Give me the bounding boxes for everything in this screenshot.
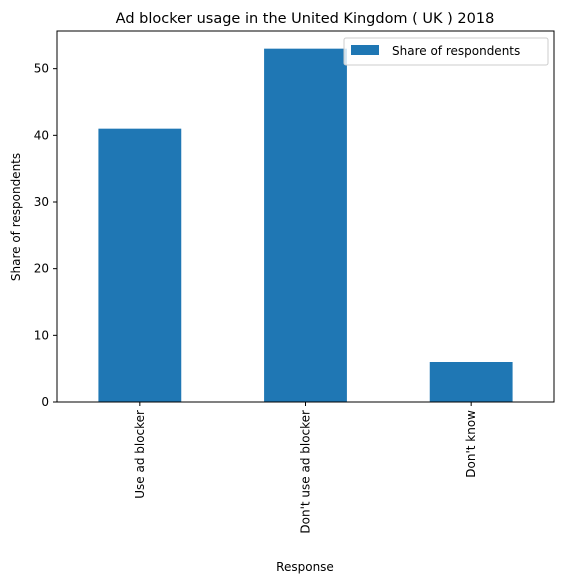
y-tick-label-0: 0: [41, 395, 49, 409]
bar-2: [429, 362, 513, 402]
bar-0: [98, 128, 182, 402]
x-tick-label-0: Use ad blocker: [133, 410, 147, 499]
bars-layer: [98, 48, 513, 403]
y-tick-label-3: 30: [34, 195, 49, 209]
y-tick-label-1: 10: [34, 328, 49, 342]
legend-label: Share of respondents: [392, 44, 520, 58]
legend: Share of respondents: [343, 37, 549, 66]
ticks-layer: 0 10 20 30 40 50 Use ad blocker Don't use ad bl…: [34, 62, 478, 534]
y-tick-label-5: 50: [34, 62, 49, 76]
y-tick-label-2: 20: [34, 262, 49, 276]
y-tick-label-4: 40: [34, 128, 49, 142]
x-tick-label-2: Don't know: [464, 410, 478, 478]
bar-1: [264, 48, 347, 403]
legend-swatch: [351, 45, 379, 55]
chart-title: Ad blocker usage in the United Kingdom (…: [116, 11, 495, 27]
legend-frame: [343, 37, 549, 66]
x-axis-label: Response: [276, 560, 334, 574]
y-axis-label: Share of respondents: [9, 153, 23, 281]
x-tick-label-1: Don't use ad blocker: [299, 410, 313, 534]
